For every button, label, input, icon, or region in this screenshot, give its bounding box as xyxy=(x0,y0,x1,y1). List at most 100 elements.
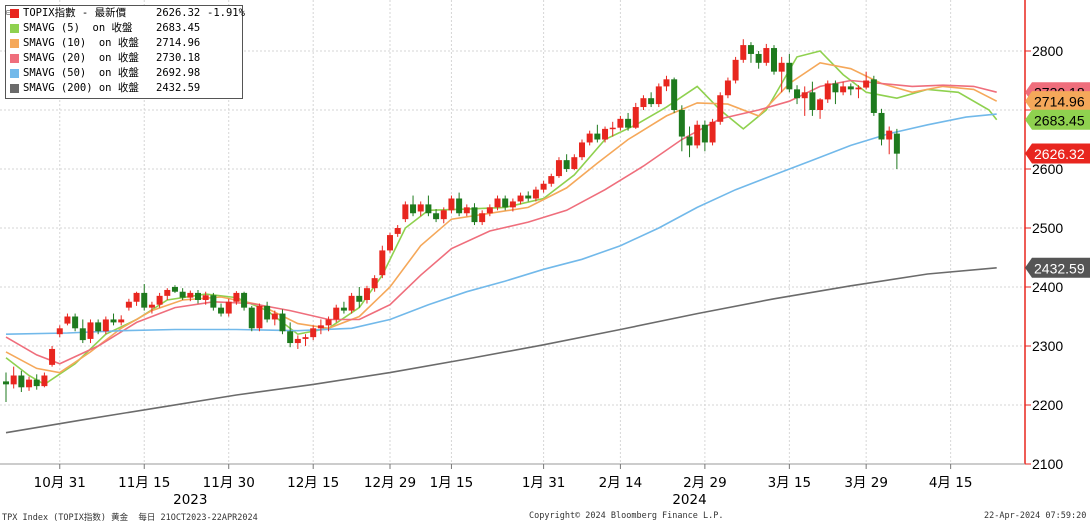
candle-body xyxy=(79,328,86,341)
x-axis-ticks: 10月 31 11月 15 11月 30 12月 15 12月 29 1月 15 1月 31… xyxy=(34,464,973,508)
candle-body xyxy=(817,99,824,110)
x-tick-label: 1月 15 xyxy=(430,475,474,491)
candle-body xyxy=(517,195,524,202)
candle-body xyxy=(95,322,102,332)
candle-body xyxy=(340,307,347,311)
candle-body xyxy=(579,142,585,158)
legend-item-sma200: SMAVG (200) on 收盤 2432.59 xyxy=(6,81,242,96)
last-value-text: 2683.45 xyxy=(1034,112,1085,128)
candle-body xyxy=(56,328,63,335)
candle-body xyxy=(640,98,647,108)
x-tick-label: 12月 29 xyxy=(364,475,416,491)
x-tick-label: 12月 15 xyxy=(287,475,339,491)
candle-body xyxy=(594,133,601,140)
candle-body xyxy=(241,292,248,308)
candle-body xyxy=(794,89,801,99)
candle-body xyxy=(3,381,9,385)
candle-body xyxy=(471,207,478,223)
candle-body xyxy=(433,213,440,220)
candle-body xyxy=(356,295,363,302)
candle-body xyxy=(847,86,854,90)
candle-body xyxy=(72,316,79,329)
candle-body xyxy=(548,176,555,184)
candle-body xyxy=(448,198,455,211)
candle-body xyxy=(778,62,785,72)
candle-body xyxy=(394,228,401,234)
legend-name: SMAVG (10) on 收盤 xyxy=(23,37,139,49)
candle-body xyxy=(87,322,94,339)
candle-body xyxy=(555,160,562,177)
legend-value: 2432.59 xyxy=(156,82,201,94)
candle-body xyxy=(26,379,33,388)
candle-body xyxy=(141,292,148,308)
candle-body xyxy=(164,289,171,296)
legend-name: SMAVG (5) on 收盤 xyxy=(23,22,133,34)
candle-body xyxy=(878,112,885,140)
candle-body xyxy=(233,292,240,302)
candle-body xyxy=(64,316,71,324)
y-tick-label: 2100 xyxy=(1032,456,1063,472)
candle-body xyxy=(225,301,232,314)
candle-body xyxy=(540,183,547,190)
candle-body xyxy=(202,295,209,300)
candle-body xyxy=(824,83,831,100)
legend-item-sma50: SMAVG (50) on 收盤 2692.98 xyxy=(6,66,242,81)
candle-body xyxy=(440,210,447,220)
legend-value: 2730.18 xyxy=(156,52,201,64)
candle-body xyxy=(110,319,117,323)
legend-swatch-sma20 xyxy=(10,54,19,63)
candle-body xyxy=(663,79,670,87)
candle-body xyxy=(302,337,309,339)
x-tick-label: 11月 15 xyxy=(118,475,170,491)
candle-body xyxy=(717,95,724,122)
candle-body xyxy=(494,198,501,208)
legend-swatch-sma5 xyxy=(10,24,19,33)
candle-body xyxy=(195,292,201,300)
candle-body xyxy=(10,375,17,385)
candle-body xyxy=(509,201,516,208)
candle-body xyxy=(686,136,693,146)
candle-body xyxy=(387,235,393,251)
ma-line xyxy=(5,113,997,335)
year-label: 2023 xyxy=(173,492,207,508)
candle-body xyxy=(870,79,877,113)
candle-body xyxy=(893,133,900,154)
footer-copyright: Copyright© 2024 Bloomberg Finance L.P. xyxy=(529,511,724,521)
candle-body xyxy=(502,198,509,208)
candle-body xyxy=(609,127,616,130)
legend-item-price: ⊟ TOPIX指數 - 最新價 2626.32 -1.91% xyxy=(6,6,245,21)
legend-name: TOPIX指數 - 最新價 xyxy=(23,7,127,19)
x-tick-label: 2月 14 xyxy=(599,475,643,491)
candle-body xyxy=(287,331,294,344)
candle-body xyxy=(771,48,777,72)
collapse-icon[interactable]: ⊟ xyxy=(6,8,11,17)
y-tick-label: 2600 xyxy=(1032,161,1063,177)
candle-body xyxy=(694,124,701,146)
candle-body xyxy=(156,295,163,305)
last-value-box xyxy=(1025,109,1090,130)
candle-body xyxy=(571,157,578,169)
candle-body xyxy=(218,307,225,314)
candle-body xyxy=(179,291,186,298)
last-value-text: 2626.32 xyxy=(1034,146,1085,162)
legend-item-sma10: SMAVG (10) on 收盤 2714.96 xyxy=(6,36,242,51)
candle-body xyxy=(264,305,271,320)
candle-body xyxy=(410,204,417,214)
ma-line xyxy=(5,267,997,434)
y-tick-label: 2200 xyxy=(1032,397,1063,413)
candle-body xyxy=(210,295,217,308)
candle-body xyxy=(786,62,793,90)
ma-line xyxy=(5,50,998,386)
candle-body xyxy=(732,59,739,81)
legend-swatch-sma10 xyxy=(10,39,19,48)
candle-body xyxy=(525,195,532,199)
candle-body xyxy=(371,278,378,289)
legend-value: 2714.96 xyxy=(156,37,201,49)
y-tick-label: 2300 xyxy=(1032,338,1063,354)
x-tick-label: 4月 15 xyxy=(929,475,973,491)
candle-body xyxy=(740,45,747,60)
candle-body xyxy=(809,92,816,110)
candle-body xyxy=(425,204,432,214)
